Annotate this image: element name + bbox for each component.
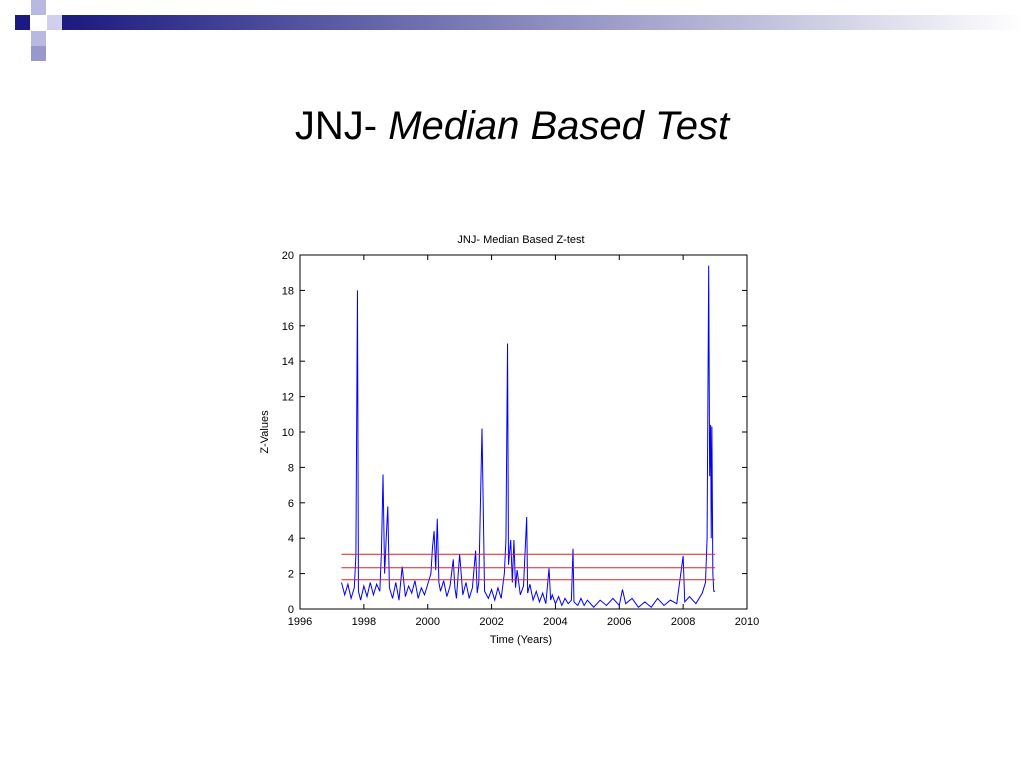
y-tick-label: 6 (288, 498, 294, 510)
deco-square (47, 15, 62, 30)
y-tick-label: 16 (282, 321, 294, 333)
x-tick-label: 2010 (735, 616, 759, 628)
y-axis-label: Z-Values (259, 410, 271, 454)
title-prefix: JNJ- (294, 104, 378, 148)
y-tick-label: 8 (288, 462, 294, 474)
y-tick-label: 10 (282, 427, 294, 439)
x-axis-label: Time (Years) (490, 634, 552, 646)
deco-bar (62, 15, 1024, 30)
title-emphasis: Median Based Test (388, 104, 730, 148)
y-tick-label: 0 (288, 604, 294, 616)
deco-square (31, 0, 46, 15)
y-tick-label: 2 (288, 569, 294, 581)
x-tick-label: 2000 (415, 616, 439, 628)
x-tick-label: 1996 (288, 616, 312, 628)
y-tick-label: 14 (282, 356, 294, 368)
x-tick-label: 2008 (671, 616, 695, 628)
plot-frame (299, 254, 748, 610)
x-tick-label: 2002 (479, 616, 503, 628)
y-tick-label: 4 (288, 533, 294, 545)
data-line (341, 265, 716, 608)
x-tick-label: 2004 (543, 616, 567, 628)
y-tick-label: 20 (282, 250, 294, 262)
deco-square (15, 15, 30, 30)
deco-square (31, 46, 46, 61)
deco-square (31, 31, 46, 46)
slide-decoration (15, 0, 1024, 61)
y-tick-label: 12 (282, 392, 294, 404)
y-tick-label: 18 (282, 285, 294, 297)
x-tick-label: 2006 (607, 616, 631, 628)
chart-title: JNJ- Median Based Z-test (457, 234, 584, 246)
x-tick-label: 1998 (352, 616, 376, 628)
slide-title: JNJ- Median Based Test (0, 104, 1024, 149)
